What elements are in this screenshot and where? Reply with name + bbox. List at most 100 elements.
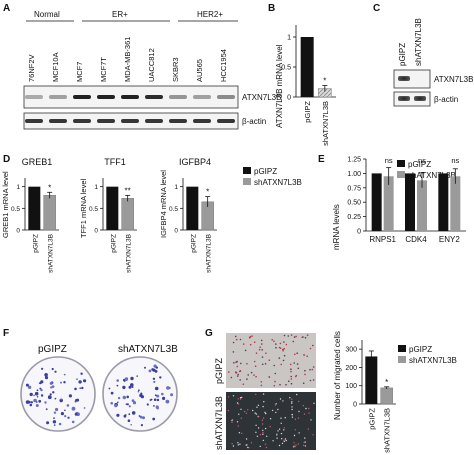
colony-dot: [75, 398, 78, 402]
colony-dot: [138, 389, 140, 392]
migrated-cell: [293, 362, 296, 364]
colony-dot: [68, 394, 72, 398]
migrated-cell: [291, 406, 293, 408]
band-atxn7l3b-hcc1954: [217, 95, 235, 99]
chart-d-tff1: TFF1 TFF1 mRNA level 0 0.5 1 pGIPZ ** shATXN7L3…: [79, 157, 137, 273]
migrated-cell: [313, 402, 315, 404]
colony-dot: [25, 383, 29, 387]
chart-d-tff1-xlabel-shatxn7l3b: shATXN7L3B: [126, 234, 133, 273]
colony-dot: [137, 390, 140, 393]
migrated-cell: [288, 380, 290, 383]
migrated-cell: [255, 393, 257, 396]
chart-e-ytick-1-25: 1.25: [347, 157, 361, 164]
chart-d-title-greb1: GREB1: [22, 157, 53, 167]
migrated-cell: [294, 446, 296, 448]
colony-dot: [148, 369, 152, 373]
migrated-cell: [283, 439, 285, 441]
migrated-cell: [240, 408, 242, 410]
migrated-cell: [276, 434, 278, 437]
migrated-cell: [255, 424, 257, 426]
migrated-cell: [241, 432, 243, 434]
migrated-cell: [297, 443, 299, 445]
migrated-cell: [293, 442, 295, 444]
migrated-cell: [296, 352, 299, 355]
migrated-cell: [291, 398, 293, 400]
colony-dot: [152, 368, 156, 372]
colony-dot: [138, 415, 141, 417]
colony-dot: [36, 389, 39, 392]
migrated-cell: [283, 354, 286, 357]
migrated-cell: [306, 334, 309, 336]
chart-d-igfbp4-bar-pgipz: [186, 186, 199, 230]
migrated-cell: [295, 335, 297, 338]
migrated-cell: [293, 336, 296, 338]
colony-dot: [52, 391, 55, 394]
colony-dot: [131, 399, 135, 402]
colony-dot: [130, 423, 132, 426]
migrated-cell: [296, 393, 298, 396]
chart-d-greb1-sig-shatxn7l3b: *: [48, 183, 51, 192]
band-actin-76nf2v: [25, 119, 43, 123]
colony-dot: [128, 385, 132, 389]
lane-label-uacc812: UACC812: [147, 48, 156, 82]
legend-e-swatch-shatxn7l3b: [397, 171, 405, 178]
colony-dot: [108, 387, 111, 390]
lane-label-mcf7: MCF7: [75, 62, 84, 82]
migrated-cell: [290, 382, 293, 385]
colony-dot: [142, 416, 145, 420]
group-label-her2: HER2+: [197, 10, 223, 19]
blot-c-actin-band-2: [414, 96, 426, 101]
migrated-cell: [280, 363, 283, 366]
colony-dot: [140, 395, 144, 399]
migrated-cell: [239, 338, 242, 341]
legend-e-swatch-pgipz: [397, 160, 405, 167]
panel-e: E pGIPZ shATXN7L3B mRNA levels 0 0.25 0.50…: [318, 154, 466, 250]
chart-d-igfbp4-xlabel-shatxn7l3b: shATXN7L3B: [206, 234, 213, 273]
group-label-er: ER+: [112, 10, 128, 19]
migrated-cell: [275, 411, 277, 414]
lane-label-76nf2v: 76NF2V: [27, 54, 36, 82]
blot-a-label-atxn7l3b: ATXN7L3B: [242, 93, 281, 102]
colony-dot: [34, 391, 39, 396]
migrated-cell: [284, 438, 287, 440]
colony-dot: [33, 394, 35, 397]
migrated-cell: [264, 427, 267, 430]
migrated-cell: [232, 395, 235, 397]
migrated-cell: [290, 378, 293, 380]
legend-g-shatxn7l3b: shATXN7L3B: [409, 356, 457, 365]
band-actin-au565: [193, 119, 211, 123]
lane-label-skbr3: SKBR3: [171, 57, 180, 82]
migrated-cell: [234, 335, 237, 338]
colony-dot: [40, 388, 43, 392]
chart-d-ylabel-greb1: GREB1 mRNA level: [1, 171, 10, 238]
chart-e-bar-cdk4-shatxn7l3b: [417, 180, 427, 231]
migrated-cell: [277, 408, 279, 411]
colony-dot: [110, 401, 113, 405]
lane-labels: 76NF2V MCF10A MCF7 MCF7T MDA-MB-361 UACC812 SK…: [27, 37, 228, 82]
band-atxn7l3b-uacc812: [145, 95, 163, 99]
migrated-cell: [261, 349, 264, 351]
colony-dot: [49, 393, 52, 396]
migrated-cell: [244, 349, 247, 352]
migrated-cell: [258, 416, 260, 418]
migrated-cell: [235, 338, 238, 341]
migrated-cell: [280, 422, 282, 424]
band-actin-skbr3: [169, 119, 187, 123]
band-atxn7l3b-skbr3: [169, 95, 187, 99]
migrated-cell: [304, 445, 307, 447]
migrated-cell: [240, 362, 242, 365]
migrated-cell: [265, 412, 267, 415]
band-atxn7l3b-mcf7: [73, 95, 91, 99]
chart-b-xlabel-pgipz: pGIPZ: [303, 101, 312, 123]
migrated-cell: [266, 435, 268, 437]
migrated-cell: [305, 407, 307, 410]
migrated-cell: [282, 400, 284, 402]
migrated-cell: [283, 440, 285, 443]
colony-dot: [27, 385, 32, 389]
colony-dot: [25, 400, 30, 404]
migrated-cell: [282, 359, 285, 362]
colony-dot: [63, 373, 66, 376]
migrated-cell: [251, 335, 253, 337]
colony-dot: [44, 376, 49, 380]
chart-e-ytick-0-25: 0.25: [347, 214, 361, 221]
